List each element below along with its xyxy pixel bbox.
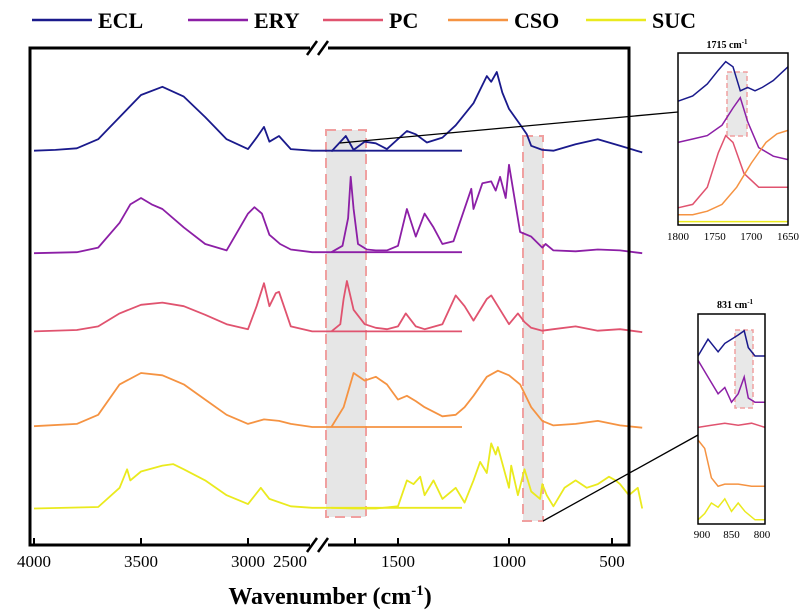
inset-1715-series (677, 60, 789, 223)
axis-break-mark (316, 537, 330, 553)
legend-label-cso: CSO (514, 8, 559, 33)
legend-label-suc: SUC (652, 8, 696, 33)
series-line-pc-left (33, 282, 462, 333)
inset-1715-highlight (726, 71, 748, 137)
axis-break-mark (316, 40, 330, 56)
inset-1715-tick-label: 1650 (777, 231, 800, 243)
inset-831-line-suc (697, 497, 765, 521)
inset-1715-tick-label: 1750 (704, 231, 727, 243)
x-axis-title: Wavenumber (cm-1) (228, 583, 431, 610)
inset-1715-tick-label: 1700 (740, 231, 763, 243)
inset-831-line-ecl (697, 329, 765, 357)
legend-label-ery: ERY (254, 8, 300, 33)
main-plot-series (33, 71, 644, 510)
x-tick-label: 500 (599, 552, 625, 571)
inset-1715-title: 1715 cm-1 (706, 38, 748, 51)
series-line-suc-left (33, 463, 462, 510)
x-tick-label: 1000 (492, 552, 526, 571)
axis-break-mark (305, 40, 319, 56)
highlight-band-1715 (325, 129, 367, 518)
series-line-ecl-left (33, 85, 462, 152)
x-tick-label: 3000 (231, 552, 265, 571)
inset-1715-line-cso (678, 129, 789, 216)
x-tick-label: 4000 (17, 552, 51, 571)
x-tick-label: 3500 (124, 552, 158, 571)
legend-label-pc: PC (389, 8, 418, 33)
inset-1715-line-ecl (677, 60, 789, 102)
legend: ECL ERY PC CSO SUC (32, 8, 696, 33)
main-plot-frame (28, 40, 631, 553)
inset-1715-frame (677, 52, 789, 226)
legend-label-ecl: ECL (98, 8, 143, 33)
inset-1715-line-pc (677, 134, 788, 209)
inset-831-line-ery (697, 359, 765, 404)
x-tick-label: 1500 (381, 552, 415, 571)
series-line-cso-left (33, 372, 462, 428)
inset-831-tick-label: 850 (723, 529, 740, 541)
series-line-pc-right (330, 280, 643, 333)
inset-831-tick-label: 800 (754, 529, 771, 541)
series-line-suc-right (331, 442, 644, 510)
axis-break-mark (305, 537, 319, 553)
series-line-cso-right (330, 369, 643, 429)
inset-1715-tick-label: 1800 (667, 231, 690, 243)
x-axis: 4000 3500 3000 2500 1500 1000 500 Wavenu… (17, 538, 625, 610)
plot-area-border (28, 46, 631, 547)
series-line-ery-left (33, 197, 462, 255)
inset-1715-line-ery (677, 96, 789, 161)
series-line-ecl-right (330, 71, 643, 154)
inset-831-line-cso (697, 439, 765, 488)
x-tick-label: 2500 (273, 552, 307, 571)
inset-831-title: 831 cm-1 (717, 298, 754, 311)
inset-831-line-pc (697, 422, 766, 429)
inset-831-highlight (734, 329, 754, 409)
inset-831-frame (697, 313, 766, 525)
connector-line-831 (542, 434, 699, 522)
connector-line-1715 (339, 111, 679, 144)
series-line-ery-right (330, 163, 643, 255)
inset-831-series (697, 329, 766, 521)
inset-831: 831 cm-1 900 850 800 (694, 298, 771, 541)
inset-831-tick-label: 900 (694, 529, 711, 541)
inset-1715: 1715 cm-1 1800 1750 1700 1650 (667, 38, 800, 243)
